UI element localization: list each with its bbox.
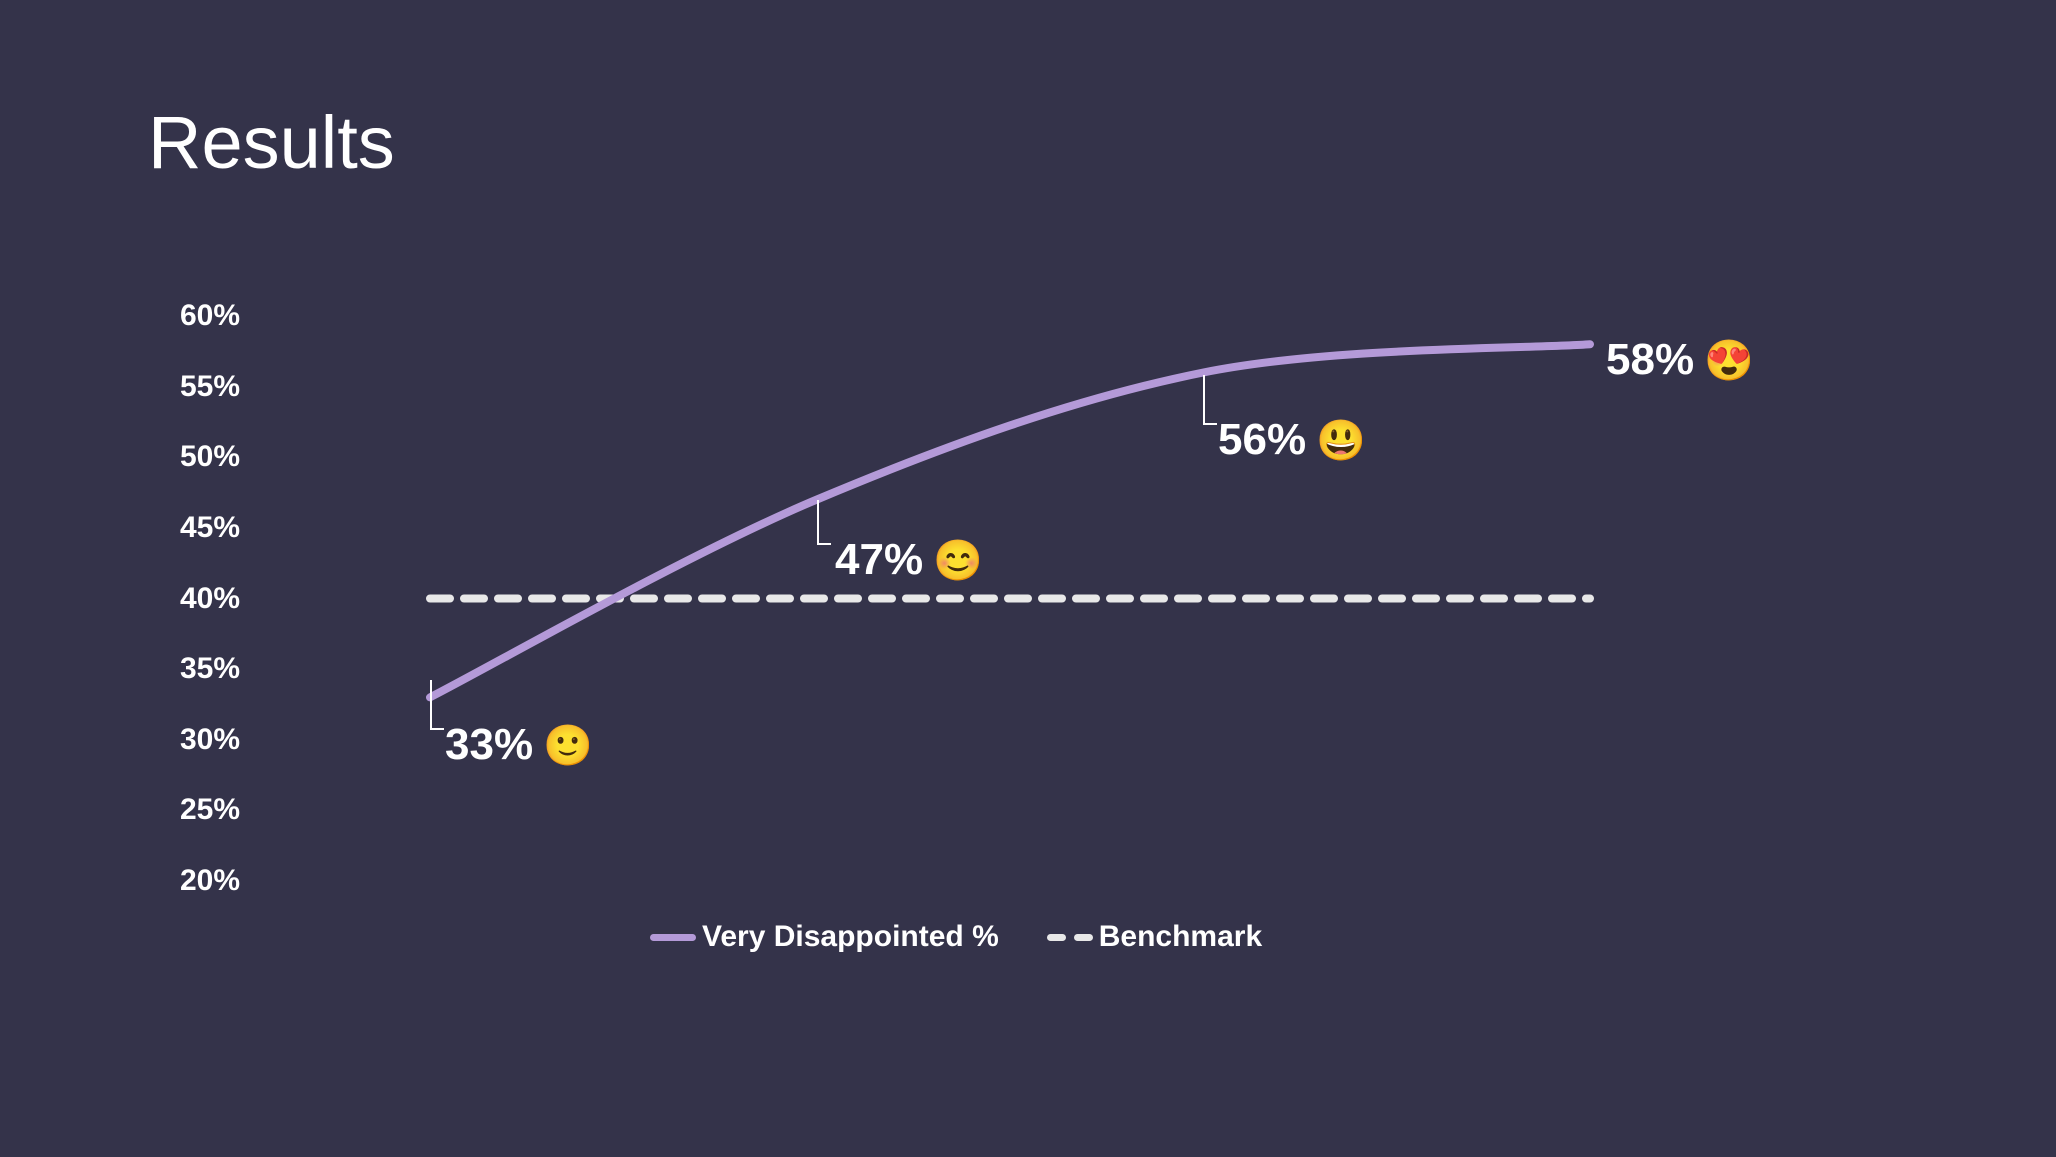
label-tick-foot [817, 543, 831, 545]
data-point-value: 58% [1606, 335, 1694, 385]
legend-item: Very Disappointed % [650, 920, 999, 954]
legend-swatch-line [650, 934, 696, 941]
series-line [430, 344, 1590, 697]
data-point-value: 56% [1218, 415, 1306, 465]
data-point-value: 47% [835, 535, 923, 585]
data-point-label: 33%🙂 [445, 720, 593, 770]
emoji-icon: 🙂 [543, 722, 593, 769]
label-tick-foot [430, 728, 444, 730]
data-point-label: 58%😍 [1606, 335, 1754, 385]
chart-legend: Very Disappointed % Benchmark [650, 920, 1262, 954]
label-tick [1203, 375, 1205, 425]
data-point-value: 33% [445, 720, 533, 770]
label-tick [430, 680, 432, 730]
emoji-icon: 😊 [933, 537, 983, 584]
legend-label: Benchmark [1099, 920, 1262, 954]
data-point-label: 56%😃 [1218, 415, 1366, 465]
slide-root: Results 60%55%50%45%40%35%30%25%20% 33%🙂… [0, 0, 2056, 1157]
line-chart-svg [0, 0, 2056, 1157]
legend-label: Very Disappointed % [702, 920, 999, 954]
emoji-icon: 😍 [1704, 337, 1754, 384]
legend-swatch-dash [1047, 934, 1093, 941]
emoji-icon: 😃 [1316, 417, 1366, 464]
legend-item: Benchmark [1047, 920, 1262, 954]
data-point-label: 47%😊 [835, 535, 983, 585]
label-tick-foot [1203, 423, 1217, 425]
label-tick [817, 500, 819, 545]
